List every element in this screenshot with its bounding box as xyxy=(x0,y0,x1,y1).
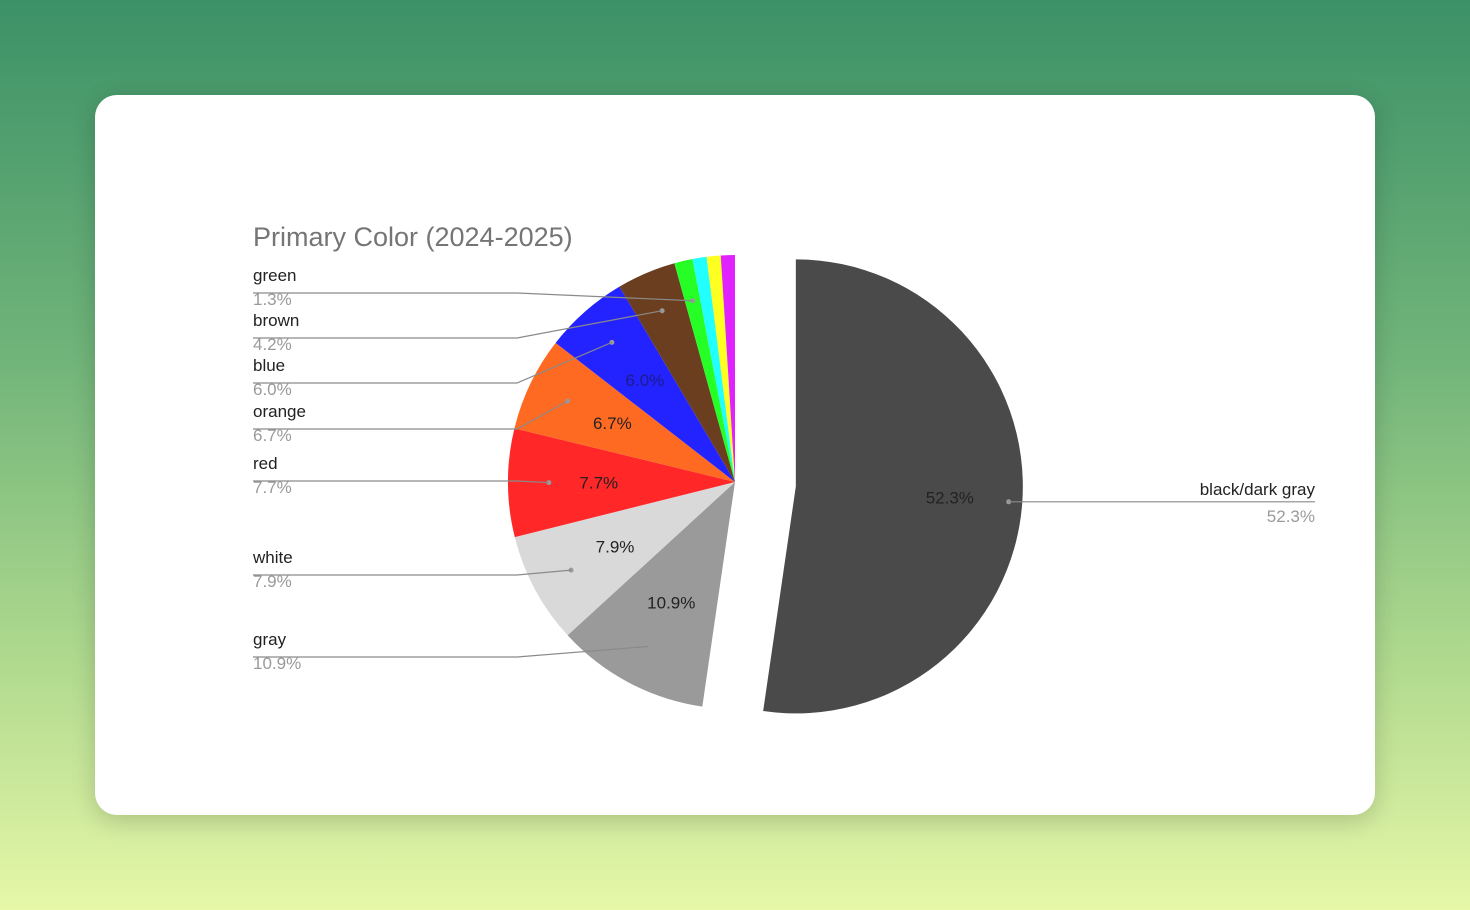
leader-line-red xyxy=(253,480,549,484)
slice-orange xyxy=(514,342,735,482)
slice-other-8 xyxy=(692,256,735,482)
slice-gray xyxy=(567,482,735,707)
slice-label-gray: 10.9% xyxy=(647,593,695,612)
slice-other-10 xyxy=(720,255,735,482)
leader-line-green xyxy=(253,292,693,302)
label-pct-brown: 4.2% xyxy=(253,335,292,354)
label-name-gray: gray xyxy=(253,630,287,649)
label-name-orange: orange xyxy=(253,402,306,421)
leader-dot-orange xyxy=(564,398,570,404)
slice-label-white: 7.9% xyxy=(596,537,635,556)
label-pct-blue: 6.0% xyxy=(253,380,292,399)
label-name-brown: brown xyxy=(253,311,299,330)
label-pct-green: 1.3% xyxy=(253,290,292,309)
slice-other-9 xyxy=(706,255,735,482)
label-pct-black-dark-gray: 52.3% xyxy=(1267,507,1315,526)
label-pct-white: 7.9% xyxy=(253,572,292,591)
leader-line-orange xyxy=(253,400,568,430)
label-name-red: red xyxy=(253,454,278,473)
label-pct-red: 7.7% xyxy=(253,478,292,497)
leader-line-white xyxy=(253,569,572,576)
leader-line-blue xyxy=(253,341,613,384)
label-name-blue: blue xyxy=(253,356,285,375)
label-name-white: white xyxy=(252,548,293,567)
slice-black-dark-gray xyxy=(763,259,1023,714)
slice-brown xyxy=(619,263,735,482)
slice-label-blue: 6.0% xyxy=(626,371,665,390)
slice-white xyxy=(514,482,735,636)
leader-line-gray xyxy=(253,645,648,658)
label-name-green: green xyxy=(253,266,296,285)
slice-label-red: 7.7% xyxy=(579,473,618,492)
leader-dot-white xyxy=(568,567,574,573)
slice-green xyxy=(674,259,735,482)
chart-card: Primary Color (2024-2025) 52.3% black/dar… xyxy=(95,95,1375,815)
slice-blue xyxy=(555,286,735,482)
label-pct-orange: 6.7% xyxy=(253,426,292,445)
pie-chart: Primary Color (2024-2025) 52.3% black/dar… xyxy=(252,222,1316,714)
chart-title: Primary Color (2024-2025) xyxy=(253,222,573,252)
slice-red xyxy=(507,428,735,538)
label-pct-gray: 10.9% xyxy=(253,654,301,673)
slice-label-black-dark-gray: 52.3% xyxy=(926,489,974,508)
leader-line-brown xyxy=(253,310,663,339)
slice-label-orange: 6.7% xyxy=(593,414,632,433)
label-name-black-dark-gray: black/dark gray xyxy=(1200,480,1316,499)
leader-dot-red xyxy=(546,480,552,486)
